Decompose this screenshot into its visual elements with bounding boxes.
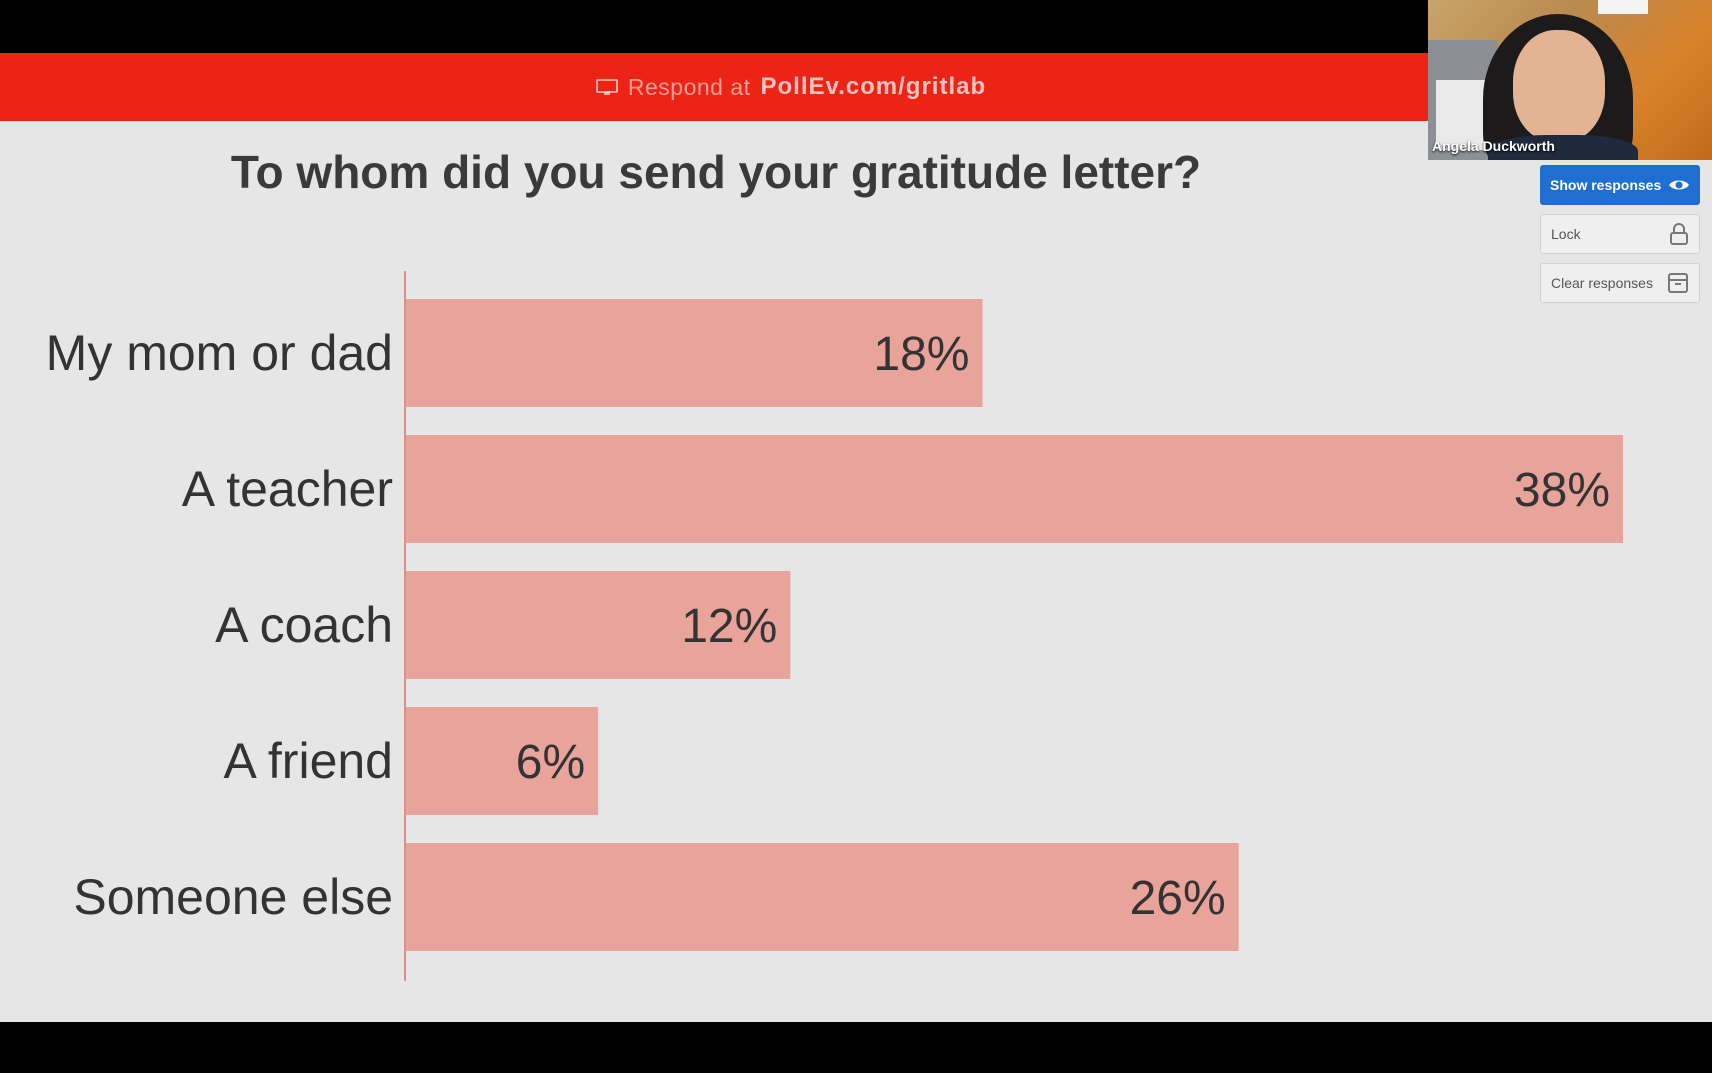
show-responses-button[interactable]: Show responses <box>1540 165 1700 205</box>
participant-face <box>1513 30 1605 142</box>
participant-video[interactable]: Angela Duckworth <box>1428 0 1712 160</box>
video-background-frame <box>1598 0 1648 14</box>
category-label: My mom or dad <box>46 325 393 381</box>
video-background-books <box>1436 80 1486 150</box>
clear-responses-label: Clear responses <box>1551 275 1653 291</box>
show-responses-label: Show responses <box>1550 177 1662 193</box>
chart-bar <box>406 707 599 815</box>
lock-icon <box>1670 223 1688 245</box>
lock-button[interactable]: Lock <box>1540 214 1700 254</box>
results-chart: My mom or dad 18% A teacher 38% A coach 12% A … <box>46 271 1623 981</box>
chart-bar <box>406 571 791 679</box>
chart-bar <box>406 299 983 407</box>
chart-bar <box>406 843 1239 951</box>
bar-value-label: 38% <box>1514 464 1610 517</box>
chart-bar <box>406 435 1623 543</box>
banner-prefix: Respond at <box>627 73 751 100</box>
participant-name: Angela Duckworth <box>1432 138 1555 154</box>
lock-label: Lock <box>1551 226 1581 242</box>
screen-icon <box>595 79 618 95</box>
participant-body <box>1488 135 1638 160</box>
response-banner: Respond at PollEv.com/gritlab <box>0 53 1712 121</box>
top-black-bar <box>0 0 1712 53</box>
bottom-black-bar <box>0 1022 1712 1073</box>
bar-value-label: 26% <box>1130 872 1226 925</box>
category-label: A teacher <box>182 461 393 517</box>
bar-value-label: 6% <box>516 736 585 789</box>
eye-icon <box>1669 180 1689 190</box>
bar-value-label: 18% <box>873 328 969 381</box>
poll-stage: To whom did you send your gratitude lett… <box>0 121 1712 1022</box>
category-label: Someone else <box>73 869 393 925</box>
category-label: A friend <box>223 733 393 789</box>
poll-url-link[interactable]: PollEv.com/gritlab <box>760 73 987 100</box>
clear-responses-button[interactable]: Clear responses <box>1540 263 1700 303</box>
poll-question: To whom did you send your gratitude lett… <box>230 146 1202 198</box>
archive-icon <box>1668 273 1688 293</box>
category-label: A coach <box>215 597 393 653</box>
bar-value-label: 12% <box>681 600 777 653</box>
